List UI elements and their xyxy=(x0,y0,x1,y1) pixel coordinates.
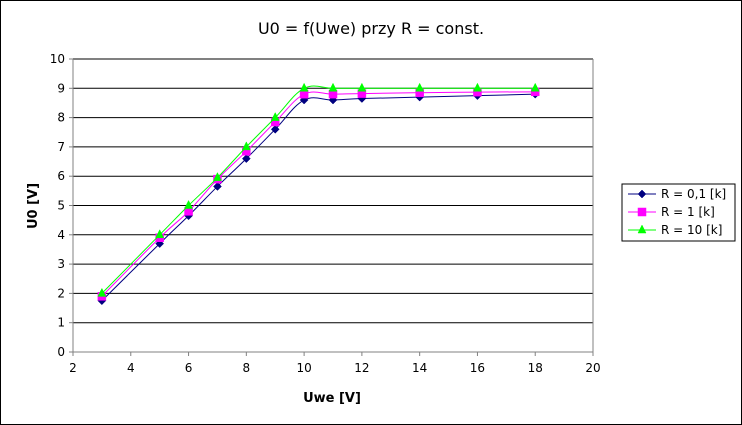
legend-label: R = 1 [k] xyxy=(661,205,715,219)
data-point xyxy=(241,154,251,163)
y-tick-label: 8 xyxy=(57,111,65,125)
legend-item: R = 10 [k] xyxy=(628,223,722,237)
legend: R = 0,1 [k] R = 1 [k] R = 10 [k] xyxy=(621,183,736,242)
y-tick-label: 10 xyxy=(50,52,65,66)
data-point xyxy=(213,172,222,181)
data-point xyxy=(97,287,107,297)
series-3 xyxy=(97,82,540,297)
data-point xyxy=(299,82,309,92)
y-tick-label: 7 xyxy=(57,140,65,154)
legend-item: R = 1 [k] xyxy=(628,205,715,219)
data-point xyxy=(213,182,222,191)
y-tick-label: 0 xyxy=(57,345,65,359)
y-tick-label: 4 xyxy=(57,228,65,242)
x-tick-label: 14 xyxy=(412,361,427,375)
y-tick-label: 5 xyxy=(57,199,65,213)
x-tick-label: 4 xyxy=(127,361,135,375)
y-tick-label: 6 xyxy=(57,169,65,183)
y-tick-label: 9 xyxy=(57,81,65,95)
chart-title: U0 = f(Uwe) przy R = const. xyxy=(258,19,484,38)
y-axis-title: U0 [V] xyxy=(26,183,41,229)
legend-marker xyxy=(637,189,647,199)
data-point xyxy=(270,124,280,134)
x-tick-label: 2 xyxy=(69,361,77,375)
x-tick-label: 8 xyxy=(243,361,251,375)
x-tick-label: 10 xyxy=(296,361,311,375)
series-layer xyxy=(97,82,540,306)
data-point xyxy=(328,82,338,92)
x-tick-label: 16 xyxy=(470,361,485,375)
data-point xyxy=(357,82,367,92)
x-axis-title: Uwe [V] xyxy=(303,391,361,406)
x-tick-label: 20 xyxy=(585,361,600,375)
legend-marker xyxy=(637,224,647,234)
x-tick-label: 12 xyxy=(354,361,369,375)
data-point xyxy=(184,199,193,209)
legend-marker xyxy=(637,207,647,217)
data-point xyxy=(415,82,425,92)
x-tick-label: 18 xyxy=(528,361,543,375)
y-tick-label: 3 xyxy=(57,257,65,271)
data-point xyxy=(155,229,165,239)
y-tick-label: 2 xyxy=(57,286,65,300)
data-point xyxy=(270,112,280,121)
x-axis-ticks: 2 4 6 8 10 12 14 16 18 20 xyxy=(69,352,601,375)
data-point xyxy=(241,141,251,151)
legend-item: R = 0,1 [k] xyxy=(628,187,726,201)
y-axis-ticks: 0 1 2 3 4 5 6 7 8 9 10 xyxy=(50,52,73,359)
legend-label: R = 0,1 [k] xyxy=(661,187,726,201)
legend-label: R = 10 [k] xyxy=(661,223,722,237)
y-tick-label: 1 xyxy=(57,316,65,330)
data-point xyxy=(530,82,540,92)
data-point xyxy=(473,82,482,92)
grid-lines xyxy=(73,58,593,324)
x-tick-label: 6 xyxy=(185,361,193,375)
